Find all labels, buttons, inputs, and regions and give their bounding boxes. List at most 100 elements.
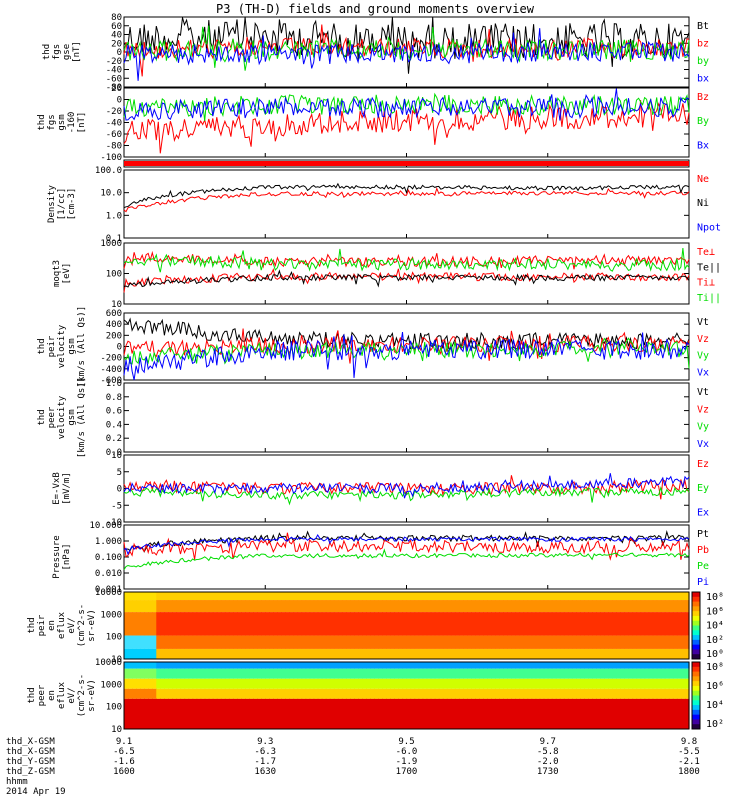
spectro-9-cell bbox=[148, 635, 153, 649]
spectro-9-cell bbox=[253, 600, 258, 613]
spectro-9-cell bbox=[305, 648, 311, 659]
spectro-10-cell bbox=[358, 662, 363, 669]
spectro-10-cell bbox=[200, 662, 206, 669]
spectro-9-cell bbox=[132, 635, 137, 649]
spectro-9-cell bbox=[200, 648, 206, 659]
spectro-10-cell bbox=[269, 688, 274, 699]
spectro-9-cell bbox=[184, 600, 190, 613]
spectro-9-cell bbox=[652, 648, 658, 659]
spectro-9-cell bbox=[664, 612, 670, 636]
panel-7-ytick-label: 10 bbox=[111, 451, 122, 461]
spectro-9-cell bbox=[680, 592, 686, 601]
spectro-10-cell bbox=[467, 668, 472, 679]
spectro-9-cell bbox=[216, 635, 222, 649]
spectro-9-cell bbox=[471, 635, 476, 649]
spectro-9-cell bbox=[140, 612, 145, 636]
spectro-9-cell bbox=[454, 648, 460, 659]
spectro-10-cell bbox=[212, 662, 218, 669]
spectro-10-cell bbox=[418, 662, 424, 669]
spectro-10-cell bbox=[241, 698, 246, 729]
spectro-10-cell bbox=[442, 668, 448, 679]
spectro-10-cell bbox=[624, 678, 630, 689]
spectro-9-cell bbox=[176, 612, 182, 636]
spectro-10-cell bbox=[652, 662, 658, 669]
spectro-10-cell bbox=[551, 688, 557, 699]
spectro-10-cell bbox=[487, 698, 492, 729]
spectro-10-cell bbox=[636, 688, 642, 699]
spectro-10-cell bbox=[406, 688, 412, 699]
spectro-10-cell bbox=[188, 688, 194, 699]
panel-8-ytick-label: 0.100 bbox=[95, 553, 122, 563]
legend-8-1: Pb bbox=[697, 545, 709, 556]
spectro-9-cell bbox=[378, 648, 383, 659]
spectro-10-cell bbox=[333, 698, 339, 729]
spectro-10-cell bbox=[180, 688, 186, 699]
spectro-9-cell bbox=[132, 592, 137, 601]
spectro-9-cell bbox=[604, 600, 609, 613]
spectro-9-cell bbox=[212, 592, 218, 601]
spectro-10-cell bbox=[596, 678, 601, 689]
spectro-9-cell bbox=[648, 592, 654, 601]
spectro-10-cell bbox=[394, 668, 400, 679]
spectro-9-cell bbox=[281, 648, 287, 659]
spectro-10-cell bbox=[245, 688, 250, 699]
spectro-10-cell bbox=[450, 668, 456, 679]
spectro-10-cell bbox=[422, 662, 428, 669]
spectro-10-cell bbox=[511, 688, 517, 699]
spectro-9-cell bbox=[479, 648, 484, 659]
spectro-9-cell bbox=[297, 592, 303, 601]
spectro-9-cell bbox=[608, 592, 613, 601]
spectro-9-cell bbox=[422, 635, 428, 649]
spectro-9-cell bbox=[245, 635, 250, 649]
spectro-9-cell bbox=[148, 648, 153, 659]
date-label: 2014 Apr 19 bbox=[6, 787, 66, 797]
spectro-10-cell bbox=[571, 698, 577, 729]
spectro-9-cell bbox=[551, 635, 557, 649]
spectro-10-cell bbox=[168, 698, 174, 729]
spectro-10-cell bbox=[128, 662, 133, 669]
spectro-10-cell bbox=[345, 668, 351, 679]
spectro-9-cell bbox=[442, 648, 448, 659]
panel-1-ytick-label: -20 bbox=[106, 107, 122, 117]
spectro-9-cell bbox=[325, 592, 331, 601]
spectro-10-cell bbox=[454, 688, 460, 699]
spectro-9-cell bbox=[519, 592, 525, 601]
spectro-9-cell bbox=[507, 600, 513, 613]
spectro-9-cell bbox=[551, 648, 557, 659]
spectro-10-cell bbox=[261, 688, 266, 699]
spectro-9-cell bbox=[362, 600, 367, 613]
spectro-10-cell bbox=[144, 662, 149, 669]
spectro-9-cell bbox=[277, 592, 282, 601]
spectro-10-cell bbox=[204, 678, 210, 689]
spectro-10-cell bbox=[289, 688, 295, 699]
spectro-9-cell bbox=[676, 635, 682, 649]
spectro-9-cell bbox=[172, 635, 178, 649]
spectro-9-cell bbox=[559, 648, 565, 659]
spectro-9-cell bbox=[446, 612, 452, 636]
spectro-9-cell bbox=[309, 648, 315, 659]
spectro-10-cell bbox=[370, 688, 375, 699]
spectro-9-cell bbox=[232, 612, 238, 636]
spectro-9-cell bbox=[551, 612, 557, 636]
panel-6-ylabel: gsm bbox=[67, 409, 77, 425]
spectro-9-cell bbox=[184, 648, 190, 659]
spectro-10-cell bbox=[426, 688, 432, 699]
spectro-10-cell bbox=[382, 668, 387, 679]
spectro-10-cell bbox=[285, 668, 291, 679]
spectro-9-cell bbox=[269, 635, 274, 649]
spectro-10-cell bbox=[301, 678, 307, 689]
spectro-9-cell bbox=[531, 648, 537, 659]
spectro-10-cell bbox=[136, 668, 141, 679]
spectro-10-cell bbox=[511, 662, 517, 669]
chart-title: P3 (TH-D) fields and ground moments over… bbox=[216, 2, 534, 16]
legend-4-0: Te⊥ bbox=[697, 247, 715, 258]
spectro-10-cell bbox=[289, 678, 295, 689]
spectro-9-cell bbox=[321, 600, 327, 613]
spectro-10-cell bbox=[600, 662, 605, 669]
spectro-10-cell bbox=[551, 662, 557, 669]
spectro-10-cell bbox=[168, 668, 174, 679]
spectro-10-cell bbox=[241, 688, 246, 699]
spectro-9-cell bbox=[257, 635, 262, 649]
spectro-10-cell bbox=[128, 678, 133, 689]
spectro-10-cell bbox=[652, 678, 658, 689]
